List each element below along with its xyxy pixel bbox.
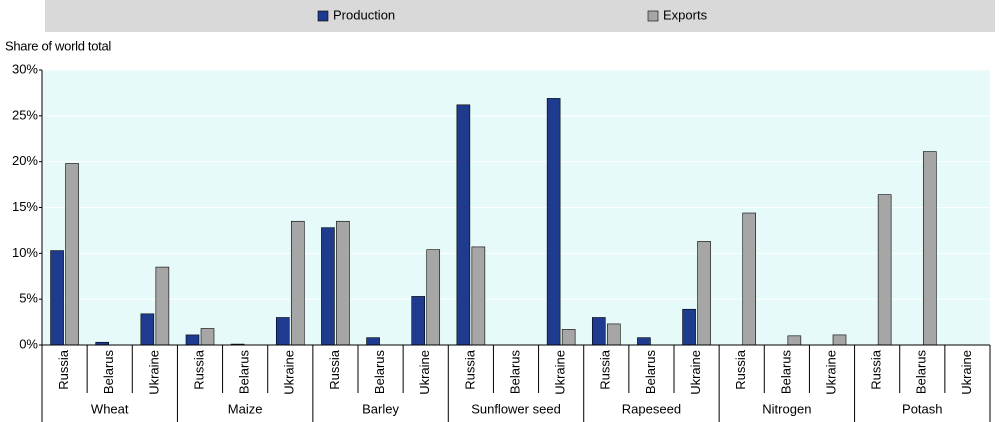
bar: [411, 296, 426, 346]
bar: [275, 317, 290, 346]
bar: [606, 323, 621, 346]
group-label: Potash: [902, 401, 942, 416]
y-tick-label: 15%: [12, 199, 38, 214]
legend-background: [45, 0, 995, 32]
group-label: Sunflower seed: [471, 401, 561, 416]
x-tick-label: Russia: [733, 349, 748, 390]
bar: [65, 163, 79, 346]
x-tick-label: Ukraine: [959, 350, 974, 395]
x-tick-label: Belarus: [507, 350, 522, 395]
y-tick-label: 0%: [19, 336, 38, 351]
group-label: Barley: [362, 401, 399, 416]
bar: [877, 194, 892, 346]
y-tick-label: 30%: [12, 61, 38, 76]
bar: [832, 334, 847, 346]
x-tick-label: Ukraine: [146, 350, 161, 395]
bar: [140, 313, 155, 346]
bar: [697, 241, 711, 346]
x-tick-label: Russia: [327, 349, 342, 390]
y-tick-label: 10%: [12, 245, 38, 260]
bar: [50, 250, 64, 346]
group-label: Nitrogen: [762, 401, 811, 416]
group-label: Rapeseed: [622, 401, 681, 416]
x-tick-label: Belarus: [101, 350, 116, 395]
bar: [185, 334, 200, 346]
x-tick-label: Russia: [462, 349, 477, 390]
x-tick-label: Russia: [869, 349, 884, 390]
legend-label: Exports: [663, 7, 708, 22]
bar: [336, 220, 350, 346]
bar: [637, 337, 651, 346]
bar: [366, 337, 380, 346]
x-tick-label: Russia: [56, 349, 71, 390]
bar: [561, 329, 576, 346]
x-tick-label: Russia: [191, 349, 206, 390]
y-tick-label: 25%: [12, 107, 38, 122]
x-tick-label: Russia: [598, 349, 613, 390]
x-tick-label: Ukraine: [282, 350, 297, 395]
y-tick-label: 20%: [12, 153, 38, 168]
bar: [155, 266, 170, 346]
legend-label: Production: [333, 7, 395, 22]
y-tick-label: 5%: [19, 291, 38, 306]
x-tick-label: Belarus: [237, 350, 252, 395]
group-label: Maize: [228, 401, 263, 416]
bar: [200, 328, 215, 346]
x-tick-label: Belarus: [914, 350, 929, 395]
x-tick-label: Belarus: [778, 350, 793, 395]
bar: [321, 227, 335, 346]
bar: [682, 308, 696, 346]
group-label: Wheat: [91, 401, 129, 416]
legend-swatch: [317, 10, 329, 22]
x-tick-label: Belarus: [643, 350, 658, 395]
bar: [456, 104, 471, 346]
bar: [742, 212, 757, 346]
bar: [471, 246, 486, 346]
y-axis-label: Share of world total: [5, 38, 111, 53]
legend-swatch: [647, 10, 659, 22]
x-tick-label: Ukraine: [553, 350, 568, 395]
bar: [922, 151, 937, 346]
bar: [290, 220, 305, 346]
bar: [787, 335, 802, 346]
bar: [426, 249, 441, 346]
x-tick-label: Ukraine: [823, 350, 838, 395]
x-tick-label: Belarus: [372, 350, 387, 395]
bar: [546, 98, 561, 346]
bar: [591, 317, 606, 346]
x-tick-label: Ukraine: [417, 350, 432, 395]
x-tick-label: Ukraine: [688, 350, 703, 395]
